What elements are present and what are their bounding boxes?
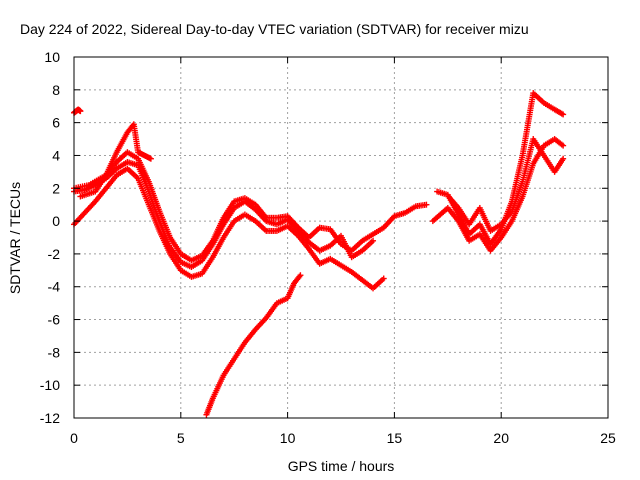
y-tick-label: 6 <box>52 115 60 131</box>
data-point-track-b <box>380 275 387 282</box>
y-tick-label: 8 <box>52 82 60 98</box>
x-tick-label: 25 <box>600 430 616 446</box>
data-point-track-a <box>370 237 377 244</box>
data-point-late-tracks-2 <box>560 142 567 149</box>
chart-title: Day 224 of 2022, Sidereal Day-to-day VTE… <box>20 21 529 37</box>
y-tick-label: 4 <box>52 147 60 163</box>
x-tick-label: 5 <box>177 430 185 446</box>
y-tick-label: -2 <box>48 246 61 262</box>
data-point-track-c <box>147 155 154 162</box>
y-tick-label: -10 <box>40 377 60 393</box>
data-point-late-tracks <box>560 111 567 118</box>
y-tick-label: 10 <box>44 49 60 65</box>
data-point-pre-dawn-start <box>77 108 84 115</box>
ticks-layer: 0 5 10 15 20 25 -12 -10 -8 -6 -4 -2 0 2 4 6 8 10 <box>40 49 616 446</box>
plot-frame <box>73 56 609 419</box>
x-tick-label: 15 <box>387 430 403 446</box>
y-tick-label: -12 <box>40 410 60 426</box>
data-point-track-d <box>423 201 430 208</box>
x-tick-label: 10 <box>280 430 296 446</box>
x-tick-label: 20 <box>493 430 509 446</box>
y-axis-label: SDTVAR / TECUs <box>7 182 23 294</box>
x-axis-label: GPS time / hours <box>288 458 395 474</box>
data-point-late-tracks-3 <box>560 155 567 162</box>
data-point-rising-arc <box>297 272 304 279</box>
y-tick-label: 2 <box>52 180 60 196</box>
y-tick-label: -8 <box>48 344 61 360</box>
y-tick-label: -4 <box>48 279 61 295</box>
points-layer <box>71 90 567 418</box>
x-tick-label: 0 <box>70 430 78 446</box>
y-tick-label: 0 <box>52 213 60 229</box>
y-tick-label: -6 <box>48 312 61 328</box>
